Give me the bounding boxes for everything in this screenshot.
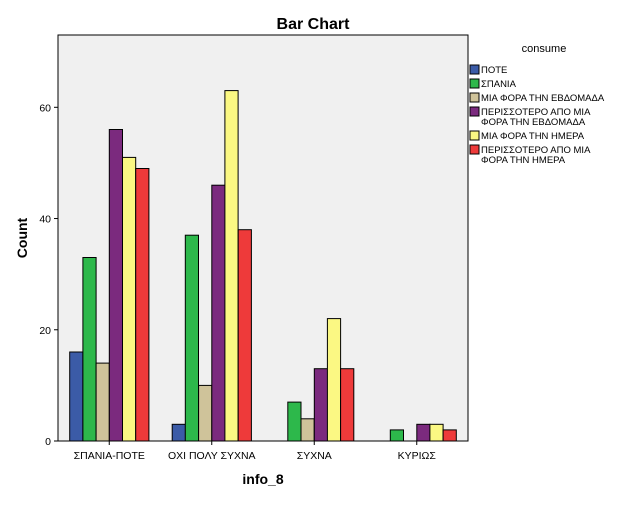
x-tick-label: ΚΥΡΙΩΣ [398,450,437,462]
bar [198,384,213,442]
bar [287,401,302,442]
bar [389,429,404,442]
legend-label: ΠΕΡΙΣΣΟΤΕΡΟ ΑΠΟ ΜΙΑ ΦΟΡΑ ΤΗΝ ΗΜΕΡΑ [481,145,591,166]
legend-label: ΠΕΡΙΣΣΟΤΕΡΟ ΑΠΟ ΜΙΑ ΦΟΡΑ ΤΗΝ ΕΒΔΟΜΑΔΑ [481,107,591,128]
legend-label: ΣΠΑΝΙΑ [481,79,517,90]
y-tick-label: 40 [39,214,51,226]
bar [95,362,110,442]
legend-swatch [469,106,480,117]
bar [416,423,431,442]
legend-label: ΠΟΤΕ [481,65,507,76]
x-tick-label: ΟΧΙ ΠΟΛΥ ΣΥΧΝΑ [168,450,256,462]
y-tick-label: 20 [39,325,51,337]
legend-swatch [469,130,480,141]
legend: ΠΟΤΕ ΣΠΑΝΙΑ ΜΙΑ ΦΟΡΑ ΤΗΝ ΕΒΔΟΜΑΔΑ ΠΕΡΙΣΣΟΤΕ… [469,64,605,166]
bar [340,368,355,442]
bar [326,318,342,442]
bar [429,423,444,442]
axis-layer: ΣΠΑΝΙΑ-ΠΟΤΕ ΟΧΙ ΠΟΛΥ ΣΥΧΝΑ ΣΥΧΝΑ ΚΥΡΙΩΣ 0 20 4… [39,102,436,462]
bar [442,429,457,442]
bar [82,257,97,442]
bar [211,184,226,442]
bar [313,368,328,442]
bars-layer [69,90,457,442]
bar [69,351,84,442]
legend-label: ΜΙΑ ΦΟΡΑ ΤΗΝ ΕΒΔΟΜΑΔΑ [481,93,605,104]
legend-label: ΜΙΑ ΦΟΡΑ ΤΗΝ ΗΜΕΡΑ [481,131,585,142]
bar [171,423,186,442]
bar [300,418,315,442]
bar [135,168,150,442]
bar [108,129,124,442]
y-tick-label: 0 [45,436,51,448]
chart-title: Bar Chart [277,16,351,33]
bar [184,234,200,442]
legend-swatch [469,64,480,75]
legend-swatch [469,144,480,155]
x-tick-label: ΣΥΧΝΑ [297,450,332,462]
y-tick-label: 60 [39,102,51,114]
bar [237,229,252,442]
x-tick-label: ΣΠΑΝΙΑ-ΠΟΤΕ [74,450,145,462]
bar [224,90,239,442]
legend-swatch [469,92,480,103]
x-axis-label: info_8 [242,471,283,487]
y-axis-label: Count [14,217,30,258]
bar [122,156,137,442]
legend-swatch [469,78,480,89]
legend-title: consume [522,43,567,55]
